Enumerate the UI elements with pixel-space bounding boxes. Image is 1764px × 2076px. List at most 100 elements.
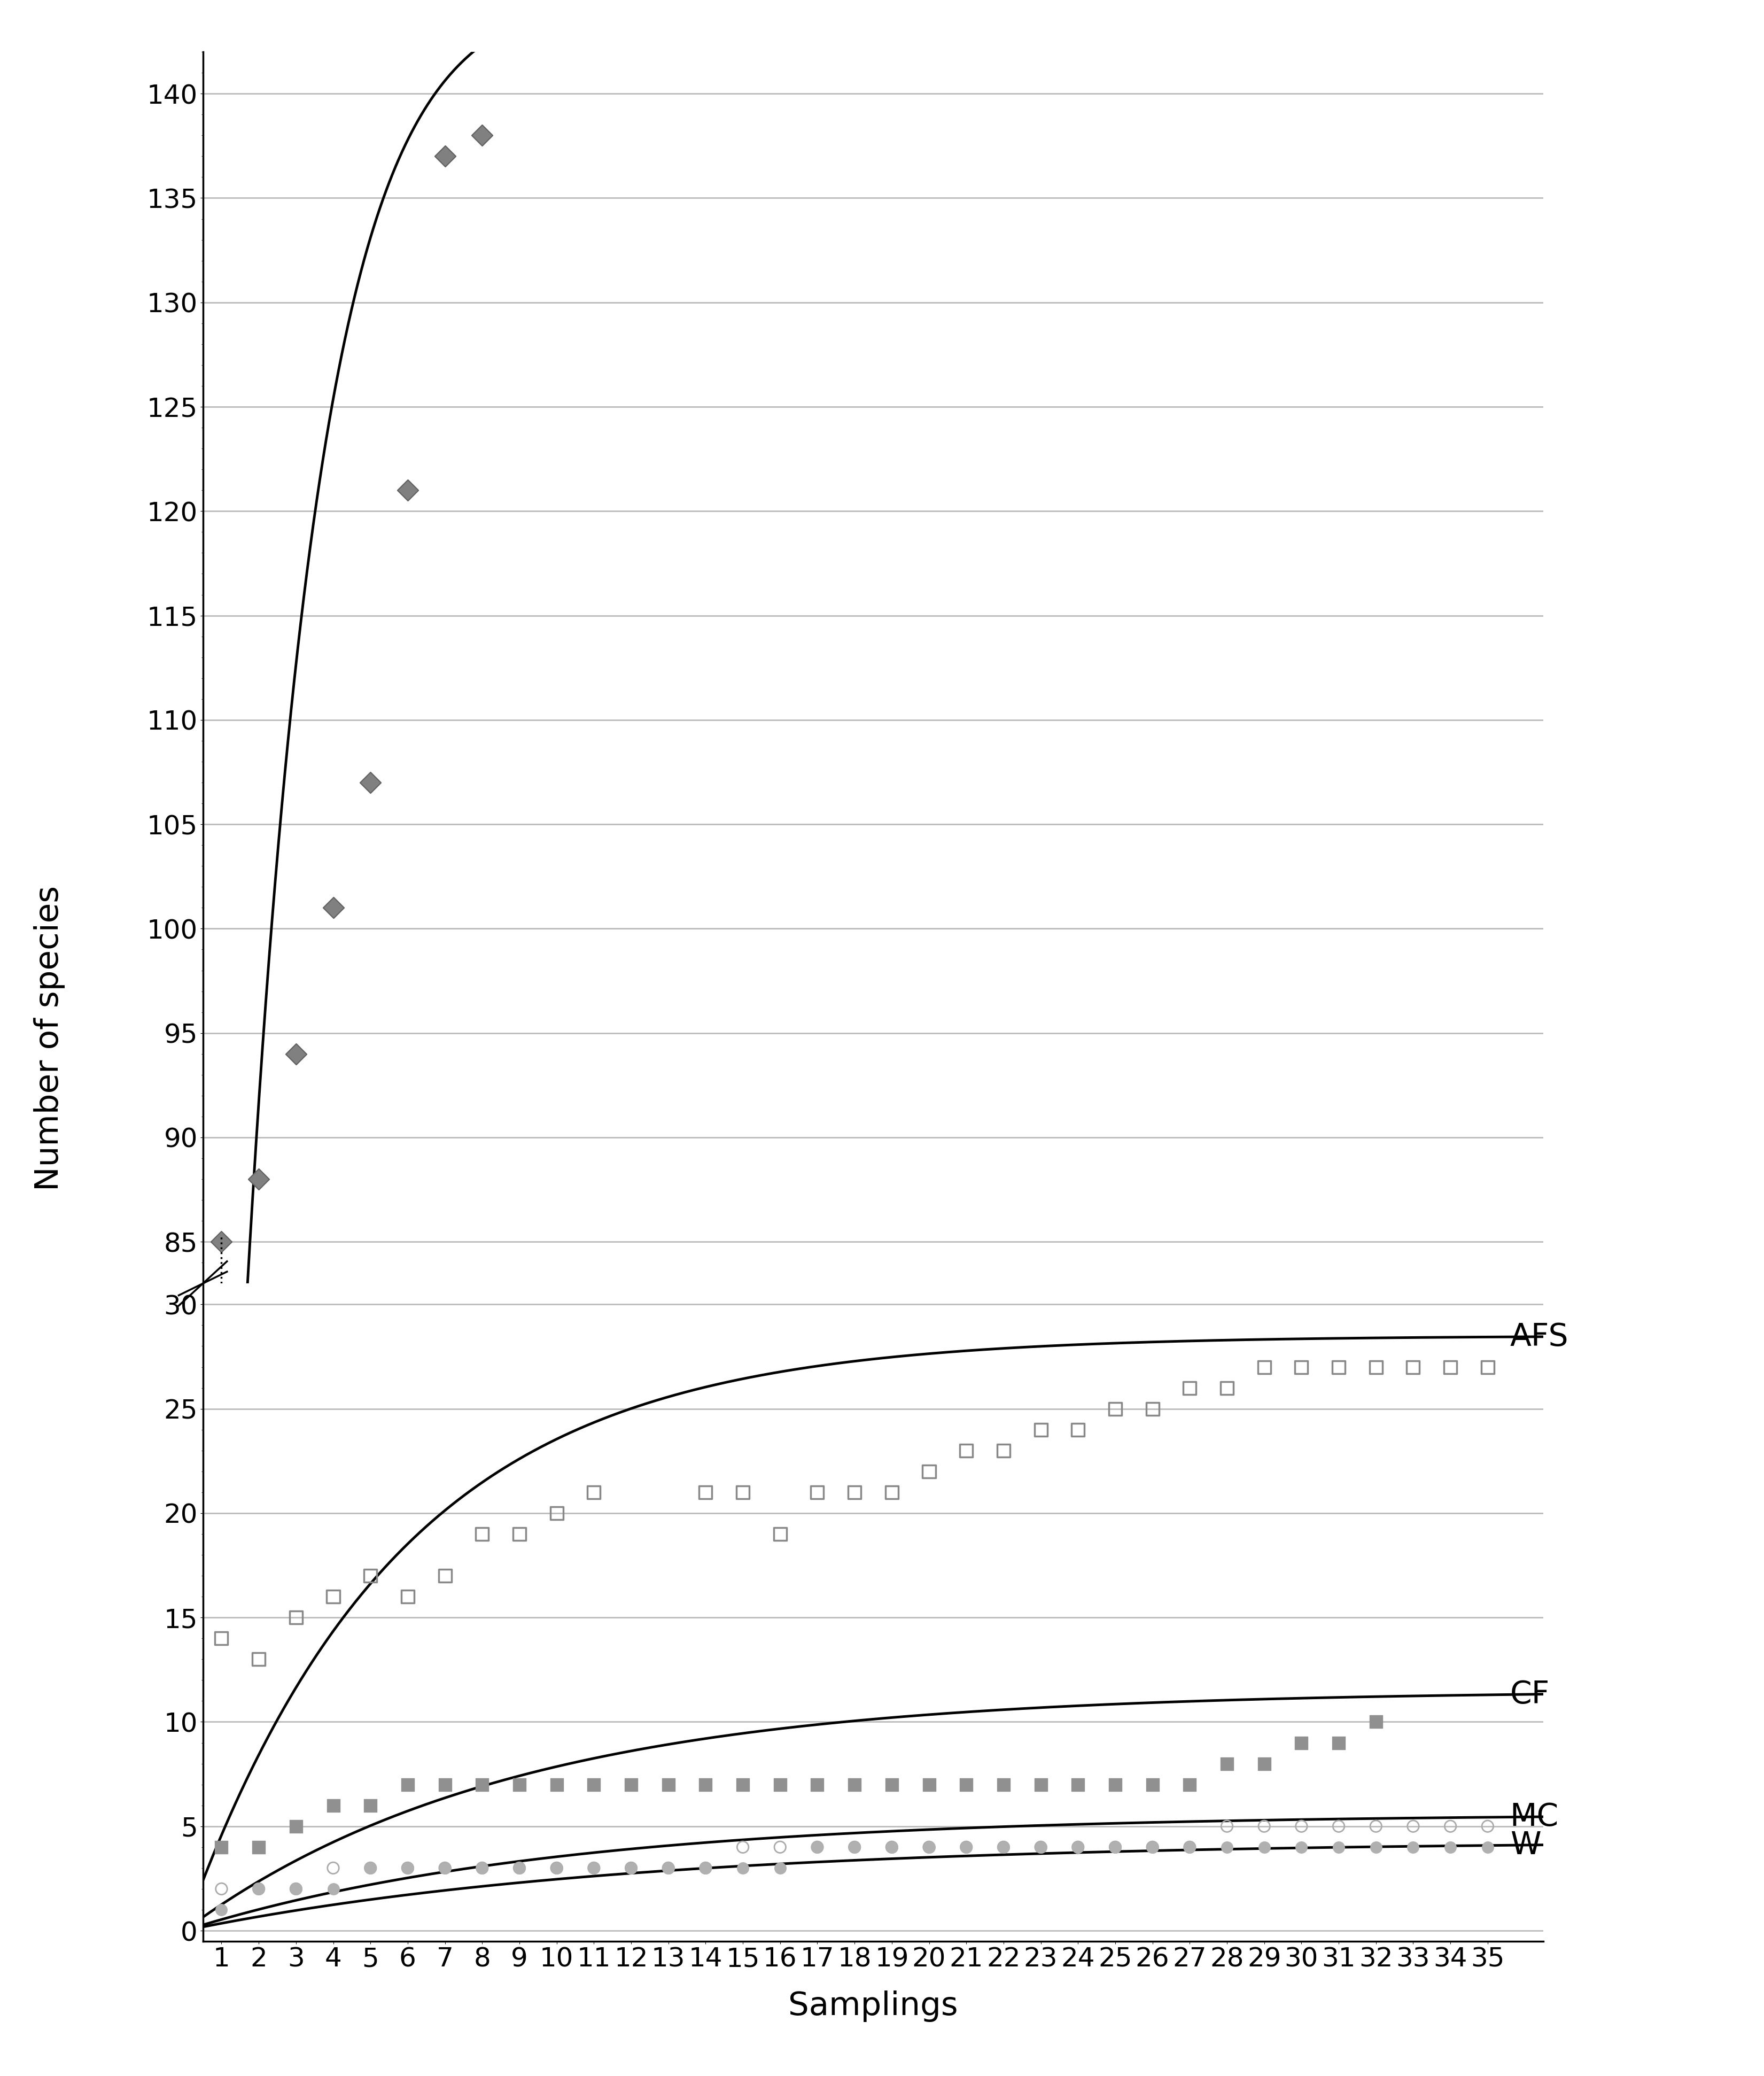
Point [1027,1831,1055,1864]
Point [729,1831,757,1864]
Point [1251,1831,1279,1864]
Point [878,1831,907,1864]
Point [505,1518,533,1551]
Point [580,1769,609,1802]
Point [1214,1372,1242,1405]
Point [208,1225,236,1258]
Point [1064,1831,1092,1864]
Point [766,1769,794,1802]
Text: MC: MC [1510,1802,1559,1833]
Point [282,1601,310,1634]
Point [430,1852,459,1885]
Point [953,1831,981,1864]
Point [1325,1349,1353,1383]
Point [1175,1831,1203,1864]
Point [654,1852,683,1885]
Point [617,1852,646,1885]
Point [1362,1704,1390,1738]
X-axis label: Samplings: Samplings [789,1991,958,2022]
Point [1101,1831,1129,1864]
Point [691,1852,720,1885]
Point [1064,1769,1092,1802]
Point [1325,1831,1353,1864]
Point [803,1831,831,1864]
Point [1175,1769,1203,1802]
Point [393,1769,422,1802]
Point [1436,1349,1464,1383]
Point [208,1621,236,1655]
Point [1138,1831,1166,1864]
Point [505,1852,533,1885]
Point [319,1790,348,1823]
Point [467,1769,496,1802]
Point [1214,1810,1242,1843]
Point [878,1769,907,1802]
Point [1288,1349,1316,1383]
Point [1362,1831,1390,1864]
Point [208,1893,236,1927]
Point [393,1852,422,1885]
Point [467,1852,496,1885]
Point [654,1769,683,1802]
Point [430,1559,459,1592]
Point [878,1831,907,1864]
Point [990,1831,1018,1864]
Point [282,1873,310,1906]
Point [691,1476,720,1509]
Point [803,1831,831,1864]
Point [430,1852,459,1885]
Point [803,1769,831,1802]
Point [1473,1349,1501,1383]
Point [766,1518,794,1551]
Point [1251,1810,1279,1843]
Point [691,1769,720,1802]
Point [393,473,422,507]
Point [1251,1349,1279,1383]
Point [916,1769,944,1802]
Point [840,1831,868,1864]
Point [1473,1831,1501,1864]
Point [1101,1393,1129,1426]
Point [245,1873,273,1906]
Point [916,1831,944,1864]
Point [356,1559,385,1592]
Point [1473,1810,1501,1843]
Point [840,1476,868,1509]
Point [319,1873,348,1906]
Point [1175,1372,1203,1405]
Point [393,1580,422,1613]
Point [393,1852,422,1885]
Point [319,1580,348,1613]
Point [1101,1769,1129,1802]
Point [505,1769,533,1802]
Point [282,1873,310,1906]
Point [990,1831,1018,1864]
Point [467,118,496,152]
Point [766,1852,794,1885]
Point [1399,1810,1427,1843]
Point [505,1852,533,1885]
Point [729,1476,757,1509]
Point [1436,1831,1464,1864]
Text: Number of species: Number of species [34,884,65,1192]
Point [1325,1810,1353,1843]
Point [430,139,459,172]
Point [356,1852,385,1885]
Point [356,1790,385,1823]
Point [617,1852,646,1885]
Point [1064,1414,1092,1447]
Point [766,1831,794,1864]
Point [1325,1725,1353,1758]
Point [282,1810,310,1843]
Point [1362,1349,1390,1383]
Point [543,1852,572,1885]
Point [729,1852,757,1885]
Point [356,1852,385,1885]
Point [990,1769,1018,1802]
Point [1399,1349,1427,1383]
Point [1288,1831,1316,1864]
Point [319,891,348,924]
Point [580,1476,609,1509]
Point [840,1831,868,1864]
Point [1101,1831,1129,1864]
